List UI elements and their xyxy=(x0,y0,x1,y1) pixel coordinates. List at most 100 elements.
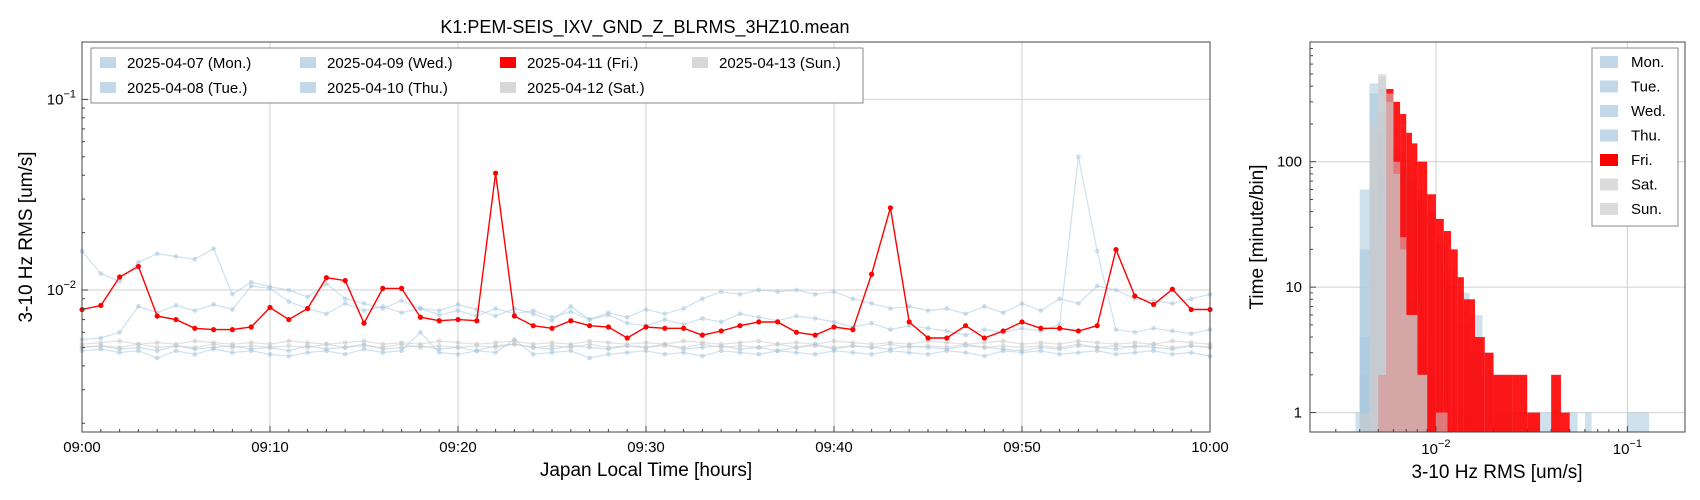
data-point xyxy=(643,345,649,350)
data-point xyxy=(643,340,649,345)
data-point xyxy=(530,345,536,350)
data-point xyxy=(1113,246,1119,253)
data-point xyxy=(982,353,987,359)
data-point xyxy=(681,322,686,327)
data-point xyxy=(436,346,442,352)
data-point xyxy=(587,341,592,347)
data-point xyxy=(888,341,893,347)
data-point xyxy=(1057,345,1062,350)
data-point xyxy=(399,298,404,304)
y-tick-label: 100 xyxy=(1277,154,1302,171)
histogram-bar xyxy=(1355,412,1360,432)
data-point xyxy=(1019,319,1025,325)
data-point xyxy=(1188,331,1194,337)
legend-label: Sat. xyxy=(1631,177,1658,194)
data-point xyxy=(1113,343,1119,349)
data-point xyxy=(154,251,160,257)
x-tick-label: 09:00 xyxy=(63,439,101,456)
data-point xyxy=(399,348,404,354)
histogram-bars xyxy=(1355,74,1650,433)
data-point xyxy=(568,345,574,350)
data-point xyxy=(267,304,273,311)
data-point xyxy=(1000,348,1006,354)
data-point xyxy=(117,278,122,284)
data-point xyxy=(136,259,141,265)
data-point xyxy=(305,294,310,300)
data-point xyxy=(925,325,931,331)
x-tick-label: 09:30 xyxy=(627,439,665,456)
data-point xyxy=(1019,350,1025,355)
data-point xyxy=(850,327,856,333)
data-point xyxy=(1057,325,1063,331)
data-point xyxy=(286,348,292,354)
data-point xyxy=(98,335,104,341)
histogram-bar xyxy=(1435,218,1444,432)
time-series-y-axis-label: 3-10 Hz RMS [um/s] xyxy=(16,151,37,322)
data-point xyxy=(455,340,461,345)
data-point xyxy=(756,351,762,357)
data-point xyxy=(436,343,442,349)
histogram-bar xyxy=(1406,314,1418,432)
legend-label: 2025-04-11 (Fri.) xyxy=(527,55,638,72)
data-point xyxy=(606,345,611,350)
legend-swatch xyxy=(100,57,116,68)
data-point xyxy=(1057,296,1062,302)
legend-swatch xyxy=(500,57,516,68)
data-point xyxy=(324,348,329,354)
data-point xyxy=(211,341,217,347)
data-point xyxy=(737,346,743,352)
data-point xyxy=(305,350,310,355)
x-tick-label: 09:20 xyxy=(439,439,477,456)
data-point xyxy=(549,346,555,352)
legend-swatch xyxy=(300,82,316,93)
data-point xyxy=(530,308,536,313)
data-point xyxy=(568,318,574,324)
data-point xyxy=(1057,351,1062,357)
histogram-bar xyxy=(1417,374,1428,432)
histogram-bar xyxy=(1406,132,1412,432)
data-point xyxy=(1170,338,1175,344)
histogram-bar xyxy=(1627,412,1650,432)
data-point xyxy=(324,281,329,287)
y-tick-label: 1 xyxy=(1294,405,1302,422)
data-point xyxy=(831,345,837,350)
data-point xyxy=(342,296,348,302)
data-point xyxy=(624,343,630,349)
legend-label: 2025-04-08 (Tue.) xyxy=(127,80,247,97)
data-point xyxy=(869,345,874,350)
data-point xyxy=(154,340,160,345)
data-point xyxy=(455,351,461,357)
data-point xyxy=(812,343,818,349)
data-point xyxy=(700,315,705,321)
data-point xyxy=(963,341,968,347)
histogram-x-axis-label: 3-10 Hz RMS [um/s] xyxy=(1411,462,1582,483)
data-point xyxy=(831,289,837,295)
data-point xyxy=(286,299,292,304)
data-point xyxy=(173,348,179,354)
time-series-panel: 09:00 09:10 09:20 09:30 09:40 09:50 10:00 10−2 1… xyxy=(16,41,1229,481)
data-point xyxy=(154,348,160,354)
data-point xyxy=(1151,325,1156,331)
data-point xyxy=(1076,301,1081,306)
data-point xyxy=(718,289,724,295)
legend-swatch xyxy=(1600,56,1618,68)
histogram-bar xyxy=(1393,161,1401,432)
data-point xyxy=(1151,341,1156,347)
data-point xyxy=(944,345,950,350)
data-point xyxy=(888,348,893,354)
data-point xyxy=(718,328,724,334)
data-point xyxy=(117,338,122,344)
data-point xyxy=(98,302,104,309)
histogram-bar xyxy=(1512,374,1528,432)
data-point xyxy=(681,350,686,355)
histogram-panel: 10−2 10−1 1 10 100 Mon. Tue. Wed. Thu. Fri. Sat. S… xyxy=(1247,41,1686,483)
data-point xyxy=(963,323,969,329)
data-point xyxy=(737,343,743,349)
data-point xyxy=(700,296,705,302)
data-point xyxy=(286,353,292,359)
histogram-bar xyxy=(1427,194,1436,432)
y-tick-label: 10−1 xyxy=(47,88,76,108)
data-point xyxy=(455,316,461,323)
data-point xyxy=(530,323,536,329)
